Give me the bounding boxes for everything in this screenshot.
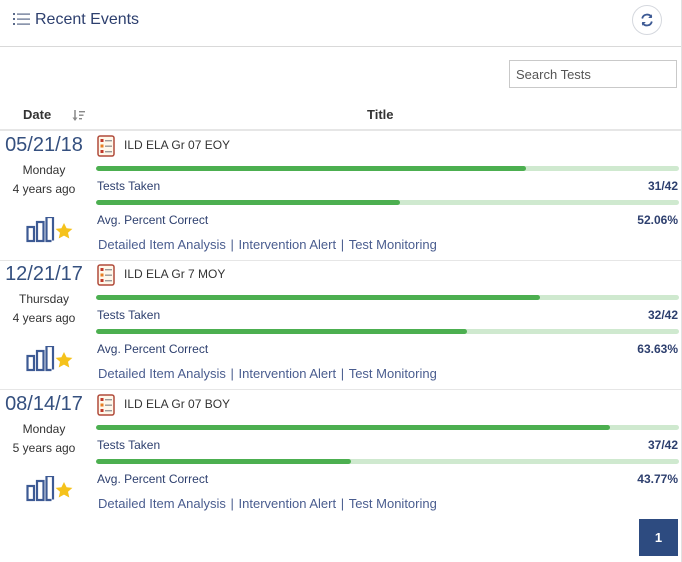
event-weekday: Monday bbox=[22, 422, 66, 436]
test-doc-icon bbox=[97, 264, 115, 286]
bar-chart-star-icon[interactable] bbox=[26, 476, 76, 502]
test-monitoring-link[interactable]: Test Monitoring bbox=[348, 237, 437, 252]
event-row: 12/21/17 Thursday 4 years ago ILD ELA Gr… bbox=[0, 260, 681, 390]
event-links: Detailed Item Analysis | Intervention Al… bbox=[98, 366, 437, 381]
event-relative-time: 4 years ago bbox=[12, 182, 76, 196]
tests-taken-label: Tests Taken bbox=[97, 308, 161, 322]
sort-icon[interactable] bbox=[72, 110, 86, 122]
test-monitoring-link[interactable]: Test Monitoring bbox=[348, 366, 437, 381]
intervention-alert-link[interactable]: Intervention Alert bbox=[238, 496, 337, 511]
avg-percent-value: 63.63% bbox=[637, 342, 678, 356]
test-title[interactable]: ILD ELA Gr 07 BOY bbox=[124, 397, 231, 411]
pagination-page-button[interactable]: 1 bbox=[639, 519, 678, 556]
row-divider bbox=[0, 260, 681, 261]
tests-taken-bar bbox=[96, 425, 679, 430]
date-column-header[interactable]: Date bbox=[23, 107, 52, 122]
bar-chart-star-icon[interactable] bbox=[26, 217, 76, 243]
avg-percent-value: 52.06% bbox=[637, 213, 678, 227]
table-header-divider bbox=[0, 129, 681, 131]
detailed-item-analysis-link[interactable]: Detailed Item Analysis bbox=[98, 496, 226, 511]
avg-percent-label: Avg. Percent Correct bbox=[97, 472, 209, 486]
tests-taken-bar bbox=[96, 295, 679, 300]
avg-percent-label: Avg. Percent Correct bbox=[97, 342, 209, 356]
detailed-item-analysis-link[interactable]: Detailed Item Analysis bbox=[98, 237, 226, 252]
title-column-header[interactable]: Title bbox=[367, 107, 394, 122]
test-title[interactable]: ILD ELA Gr 7 MOY bbox=[124, 267, 226, 281]
event-row: 08/14/17 Monday 5 years ago ILD ELA Gr 0… bbox=[0, 390, 681, 520]
event-date: 12/21/17 bbox=[5, 263, 83, 285]
tests-taken-value: 31/42 bbox=[647, 179, 678, 193]
intervention-alert-link[interactable]: Intervention Alert bbox=[238, 366, 337, 381]
event-weekday: Monday bbox=[22, 163, 66, 177]
tests-taken-value: 37/42 bbox=[647, 438, 678, 452]
event-date: 05/21/18 bbox=[5, 134, 83, 156]
row-divider bbox=[0, 389, 681, 390]
search-input[interactable] bbox=[509, 60, 677, 88]
event-relative-time: 5 years ago bbox=[12, 441, 76, 455]
event-relative-time: 4 years ago bbox=[12, 311, 76, 325]
test-doc-icon bbox=[97, 135, 115, 157]
tests-taken-bar bbox=[96, 166, 679, 171]
bar-chart-star-icon[interactable] bbox=[26, 346, 76, 372]
test-title[interactable]: ILD ELA Gr 07 EOY bbox=[124, 138, 231, 152]
test-doc-icon bbox=[97, 394, 115, 416]
avg-percent-bar bbox=[96, 459, 679, 464]
event-links: Detailed Item Analysis | Intervention Al… bbox=[98, 237, 437, 252]
event-date: 08/14/17 bbox=[5, 393, 83, 415]
tests-taken-label: Tests Taken bbox=[97, 438, 161, 452]
avg-percent-value: 43.77% bbox=[637, 472, 678, 486]
avg-percent-bar bbox=[96, 329, 679, 334]
event-weekday: Thursday bbox=[18, 292, 70, 306]
refresh-button[interactable] bbox=[632, 5, 662, 35]
avg-percent-label: Avg. Percent Correct bbox=[97, 213, 209, 227]
tests-taken-value: 32/42 bbox=[647, 308, 678, 322]
detailed-item-analysis-link[interactable]: Detailed Item Analysis bbox=[98, 366, 226, 381]
test-monitoring-link[interactable]: Test Monitoring bbox=[348, 496, 437, 511]
event-links: Detailed Item Analysis | Intervention Al… bbox=[98, 496, 437, 511]
tests-taken-label: Tests Taken bbox=[97, 179, 161, 193]
refresh-icon bbox=[641, 13, 653, 27]
avg-percent-bar bbox=[96, 200, 679, 205]
list-icon bbox=[13, 13, 30, 25]
event-row: 05/21/18 Monday 4 years ago ILD ELA Gr 0… bbox=[0, 131, 681, 261]
panel-header: Recent Events bbox=[0, 0, 681, 47]
intervention-alert-link[interactable]: Intervention Alert bbox=[238, 237, 337, 252]
page-title: Recent Events bbox=[35, 11, 140, 28]
